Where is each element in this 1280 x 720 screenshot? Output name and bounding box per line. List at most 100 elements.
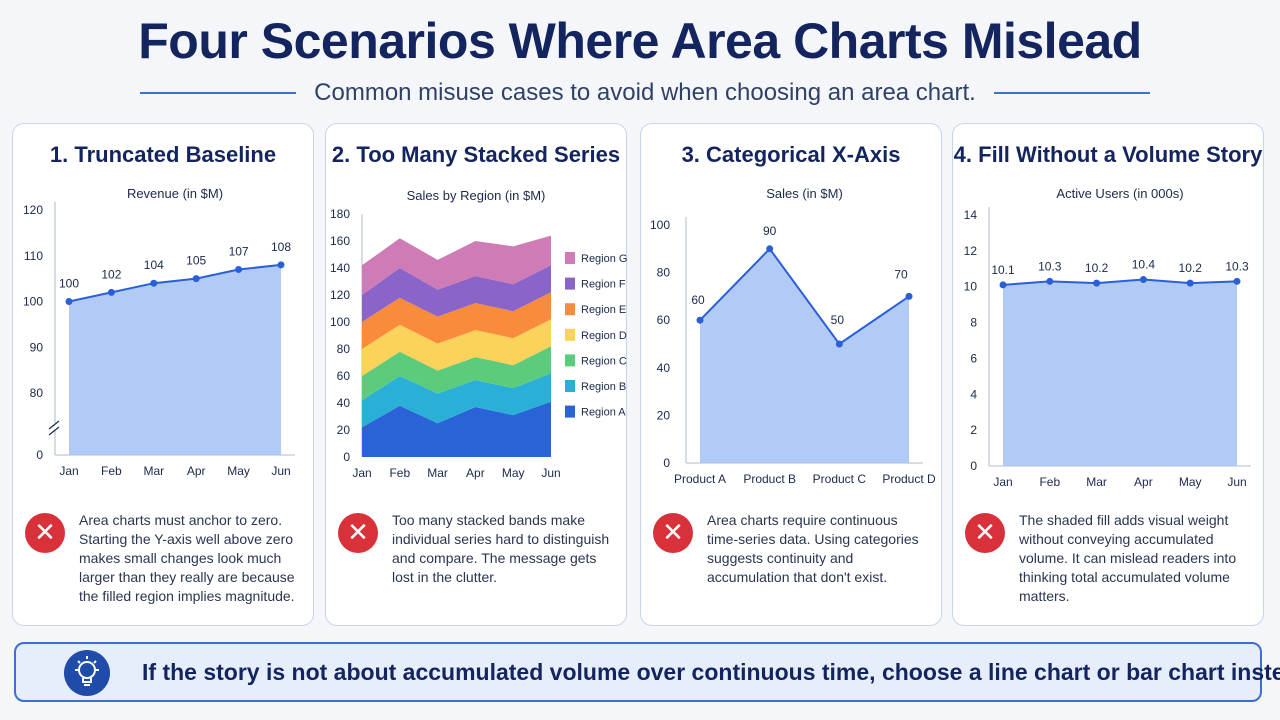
x-tick-label: Feb	[389, 466, 410, 480]
x-tick-label: Jan	[59, 464, 78, 478]
subtitle-rule-right	[993, 92, 1150, 94]
note-text: The shaded fill adds visual weight witho…	[1019, 512, 1237, 604]
data-point	[1139, 276, 1147, 284]
data-point	[1233, 277, 1241, 285]
data-label: 104	[144, 258, 164, 272]
stacked-band	[362, 265, 551, 322]
y-tick-label: 100	[23, 295, 43, 309]
legend-swatch	[565, 277, 575, 290]
series-line	[1002, 278, 1238, 286]
chart-title: Sales (in $M)	[766, 186, 843, 201]
legend-label: Region A	[581, 407, 626, 419]
y-tick-label: 80	[337, 342, 351, 356]
product-area-chart: Sales (in $M) 60 90 50 70 Product A Product B P…	[650, 186, 936, 486]
x-tick-label: Mar	[1086, 475, 1107, 489]
y-tick-label: 2	[970, 423, 977, 437]
data-point	[277, 261, 285, 269]
data-label: 100	[59, 277, 79, 291]
legend-swatch	[565, 303, 575, 316]
data-point	[696, 316, 704, 324]
subtitle-rule-left	[140, 92, 297, 94]
active-users-area-chart: Active Users (in 000s) 10.1 10.3 10.2 10.4 10…	[964, 186, 1251, 489]
legend-swatch	[565, 405, 575, 418]
stacked-band	[362, 319, 551, 376]
y-tick-label: 120	[330, 288, 350, 302]
x-tick-label: Feb	[101, 464, 122, 478]
data-label: 10.1	[991, 263, 1015, 277]
x-tick-label: Product D	[882, 472, 936, 486]
note-text: Area charts require continuous time-seri…	[707, 512, 919, 585]
y-tick-label: 110	[24, 249, 43, 263]
y-tick-label: 80	[30, 386, 44, 400]
data-point	[1046, 277, 1054, 285]
legend-swatch	[565, 380, 575, 392]
x-circle-icon: ✕	[338, 513, 378, 553]
x-tick-label: May	[227, 464, 250, 478]
page-subtitle: Common misuse cases to avoid when choosi…	[314, 79, 976, 106]
takeaway-text: If the story is not about accumulated vo…	[142, 659, 1280, 685]
y-tick-label: 100	[650, 218, 670, 232]
legend-label: Region B	[581, 381, 626, 393]
y-tick-label: 90	[30, 340, 44, 354]
data-point	[150, 279, 158, 287]
stacked-band	[362, 373, 551, 428]
revenue-area-chart: Revenue (in $M) 100 102 104 105 107 108 Jan Feb M…	[23, 186, 295, 478]
x-tick-label: Mar	[427, 466, 448, 480]
data-label: 50	[831, 313, 845, 327]
y-tick-label: 0	[663, 456, 670, 470]
data-label: 10.3	[1038, 259, 1062, 273]
x-tick-label: Product B	[743, 472, 796, 486]
chart-title: Sales by Region (in $M)	[407, 188, 546, 203]
data-point	[235, 265, 243, 273]
data-point	[107, 288, 115, 296]
x-tick-label: May	[1179, 475, 1202, 489]
panel-categorical-x-axis: 3. Categorical X-Axis Sales (in $M) 60 90 5…	[640, 123, 942, 626]
y-tick-label: 12	[964, 244, 978, 258]
data-point	[999, 281, 1007, 289]
data-point	[905, 292, 913, 300]
y-tick-label: 60	[657, 313, 671, 327]
panel-truncated-baseline: 1. Truncated Baseline Revenue (in $M) 100…	[12, 123, 314, 626]
y-tick-label: 10	[964, 280, 978, 294]
y-tick-label: 4	[970, 387, 977, 401]
x-tick-label: Jun	[271, 464, 290, 478]
legend-label: Region F	[581, 279, 626, 291]
y-tick-label: 6	[970, 351, 977, 365]
data-label: 10.4	[1132, 258, 1156, 272]
legend-label: Region E	[581, 304, 626, 316]
y-tick-label: 100	[330, 315, 350, 329]
page-title: Four Scenarios Where Area Charts Mislead	[138, 13, 1142, 69]
x-tick-label: Jun	[541, 466, 560, 480]
data-label: 102	[101, 267, 121, 281]
stacked-band	[362, 346, 551, 401]
data-label: 10.3	[1225, 259, 1249, 273]
legend-swatch	[565, 252, 575, 264]
data-point	[1093, 279, 1101, 287]
data-label: 90	[763, 224, 777, 238]
y-tick-label: 160	[330, 234, 350, 248]
data-label: 105	[186, 254, 206, 268]
x-tick-label: Product A	[674, 472, 726, 486]
data-label: 108	[271, 240, 291, 254]
chart-title: Revenue (in $M)	[127, 186, 223, 201]
panel-note: ✕ The shaded fill adds visual weight wit…	[965, 511, 1253, 606]
x-tick-label: Product C	[813, 472, 867, 486]
panel-note: ✕ Area charts must anchor to zero. Start…	[25, 511, 303, 606]
x-tick-label: Apr	[466, 466, 485, 480]
panel-heading: 3. Categorical X-Axis	[681, 142, 901, 167]
y-tick-label: 20	[657, 408, 671, 422]
legend-label: Region C	[581, 355, 627, 367]
panel-heading: 4. Fill Without a Volume Story	[953, 142, 1263, 167]
y-tick-label: 40	[337, 396, 351, 410]
data-point	[192, 275, 200, 283]
panel-note: ✕ Area charts require continuous time-se…	[653, 511, 931, 587]
panel-heading: 1. Truncated Baseline	[49, 142, 277, 167]
legend-swatch	[565, 328, 575, 341]
data-point	[65, 298, 73, 305]
y-tick-label: 0	[36, 448, 43, 462]
stacked-band	[362, 292, 551, 349]
panel-heading: 2. Too Many Stacked Series	[331, 142, 621, 167]
stacked-band	[362, 235, 551, 295]
data-label: 70	[894, 267, 908, 281]
y-tick-label: 140	[330, 261, 350, 275]
